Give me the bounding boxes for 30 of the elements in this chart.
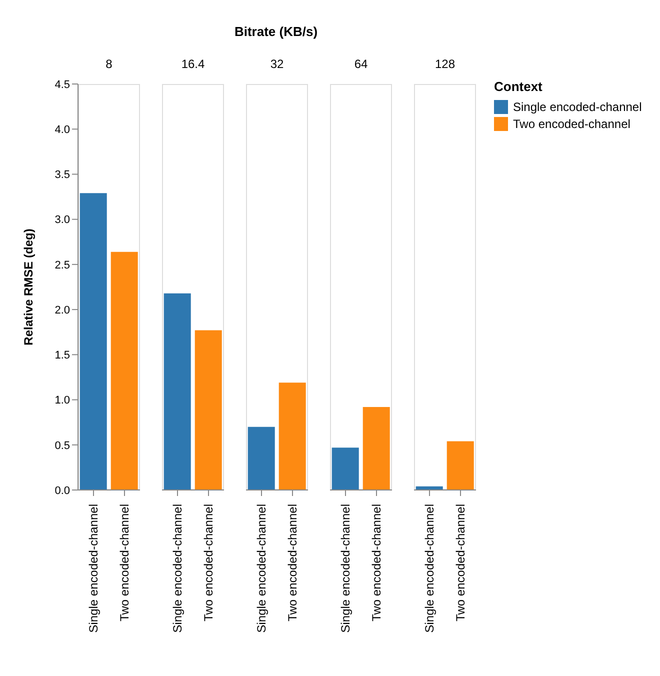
y-tick-label: 0.5 <box>54 440 70 452</box>
x-tick-label: Single encoded-channel <box>422 504 437 633</box>
x-tick-label: Two encoded-channel <box>454 504 468 622</box>
chart-title: 128 <box>434 57 456 73</box>
x-tick-label: Two encoded-channel <box>286 504 300 622</box>
x-tick-label: Single encoded-channel <box>170 504 185 633</box>
y-tick-label: 3.5 <box>54 169 70 182</box>
x-tick-label: Single encoded-channel <box>86 504 101 633</box>
x-tick-label: Single encoded-channel <box>254 504 269 633</box>
y-tick-label: 4.5 <box>54 78 70 91</box>
y-tick-label: 1.5 <box>54 350 70 362</box>
chart-title: 8 <box>104 57 114 73</box>
y-tick-label: 3.0 <box>54 214 70 226</box>
y-tick-label: 2.5 <box>54 259 70 272</box>
y-axis-title: Relative RMSE (deg) <box>21 228 36 346</box>
y-tick-label: 1.0 <box>54 394 70 407</box>
legend-label: Two encoded-channel <box>513 117 630 131</box>
x-tick-label: Two encoded-channel <box>370 504 384 622</box>
legend-title: Context <box>494 79 544 94</box>
chart-title: 64 <box>353 57 369 73</box>
y-tick-label: 0.0 <box>54 484 70 497</box>
x-tick-label: Two encoded-channel <box>202 504 216 622</box>
legend-label: Single encoded-channel <box>513 100 642 114</box>
y-tick-label: 2.0 <box>54 304 70 316</box>
chart-title: 32 <box>269 57 285 73</box>
y-tick-label: 4.0 <box>54 124 70 136</box>
x-tick-label: Two encoded-channel <box>118 504 132 622</box>
x-tick-label: Single encoded-channel <box>338 504 353 633</box>
text: Bitrate (KB/s) <box>233 24 319 39</box>
chart-title: 16.4 <box>180 57 206 73</box>
